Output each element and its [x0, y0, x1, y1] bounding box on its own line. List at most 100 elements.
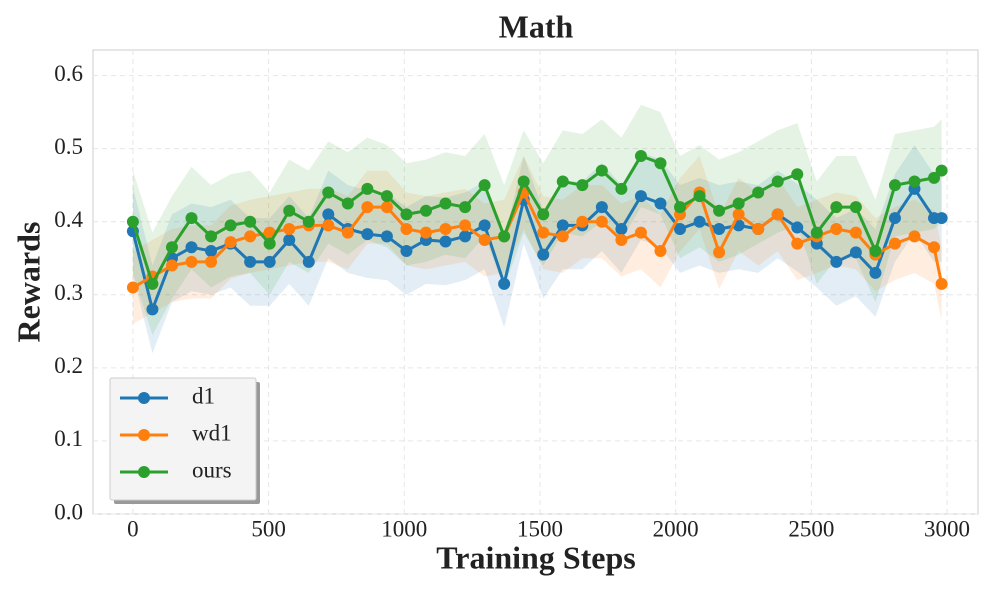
- y-tick-label: 0.5: [54, 134, 83, 159]
- x-tick-label: 2500: [788, 516, 834, 541]
- chart-title: Math: [499, 8, 574, 44]
- point: [830, 223, 843, 236]
- point: [478, 233, 491, 246]
- point: [908, 230, 921, 243]
- point: [595, 164, 608, 177]
- point: [361, 182, 374, 195]
- point: [654, 197, 667, 210]
- point: [517, 175, 530, 188]
- point: [459, 219, 472, 232]
- y-axis-label: Rewards: [10, 222, 46, 343]
- point: [556, 175, 569, 188]
- point: [537, 208, 550, 221]
- point: [244, 255, 257, 268]
- y-tick-label: 0.6: [54, 61, 83, 86]
- point: [576, 179, 589, 192]
- point: [713, 204, 726, 217]
- point: [498, 277, 511, 290]
- legend-label: ours: [192, 457, 232, 482]
- point: [185, 241, 198, 254]
- legend-marker: [138, 392, 150, 404]
- point: [419, 226, 432, 239]
- x-tick-label: 0: [127, 516, 139, 541]
- point: [634, 190, 647, 203]
- point: [830, 201, 843, 214]
- point: [146, 277, 159, 290]
- point: [791, 221, 804, 234]
- x-tick-label: 500: [251, 516, 286, 541]
- point: [849, 226, 862, 239]
- point: [908, 175, 921, 188]
- point: [126, 281, 139, 294]
- point: [244, 215, 257, 228]
- point: [935, 212, 948, 225]
- point: [693, 190, 706, 203]
- x-axis-label: Training Steps: [436, 539, 635, 575]
- point: [791, 168, 804, 181]
- legend-marker: [138, 466, 150, 478]
- point: [634, 226, 647, 239]
- point: [439, 197, 452, 210]
- point: [165, 259, 178, 272]
- point: [341, 226, 354, 239]
- point: [439, 223, 452, 236]
- point: [205, 244, 218, 257]
- point: [556, 219, 569, 232]
- point: [478, 219, 491, 232]
- point: [322, 208, 335, 221]
- point: [224, 236, 237, 249]
- legend-box: [109, 377, 257, 501]
- point: [732, 208, 745, 221]
- point: [478, 179, 491, 192]
- point: [537, 226, 550, 239]
- point: [732, 197, 745, 210]
- point: [322, 219, 335, 232]
- point: [595, 201, 608, 214]
- point: [935, 164, 948, 177]
- point: [205, 230, 218, 243]
- y-tick-label: 0.3: [54, 280, 83, 305]
- point: [400, 244, 413, 257]
- y-tick-label: 0.4: [54, 207, 83, 232]
- point: [322, 186, 335, 199]
- point: [615, 182, 628, 195]
- point: [380, 190, 393, 203]
- point: [869, 244, 882, 257]
- point: [283, 233, 296, 246]
- point: [810, 226, 823, 239]
- point: [302, 215, 315, 228]
- point: [674, 223, 687, 236]
- point: [654, 244, 667, 257]
- point: [693, 215, 706, 228]
- point: [537, 248, 550, 261]
- point: [400, 208, 413, 221]
- point: [752, 186, 765, 199]
- point: [849, 246, 862, 259]
- point: [556, 230, 569, 243]
- point: [224, 219, 237, 232]
- point: [595, 215, 608, 228]
- y-tick-label: 0.2: [54, 353, 83, 378]
- point: [459, 201, 472, 214]
- point: [165, 241, 178, 254]
- legend-label: d1: [192, 383, 215, 408]
- point: [205, 255, 218, 268]
- point: [674, 201, 687, 214]
- legend-marker: [138, 429, 150, 441]
- point: [380, 230, 393, 243]
- point: [185, 255, 198, 268]
- point: [498, 230, 511, 243]
- point: [244, 230, 257, 243]
- point: [634, 149, 647, 162]
- x-tick-label: 1500: [517, 516, 563, 541]
- point: [419, 204, 432, 217]
- point: [263, 255, 276, 268]
- point: [283, 223, 296, 236]
- point: [263, 237, 276, 250]
- point: [888, 179, 901, 192]
- point: [771, 208, 784, 221]
- point: [888, 237, 901, 250]
- point: [126, 215, 139, 228]
